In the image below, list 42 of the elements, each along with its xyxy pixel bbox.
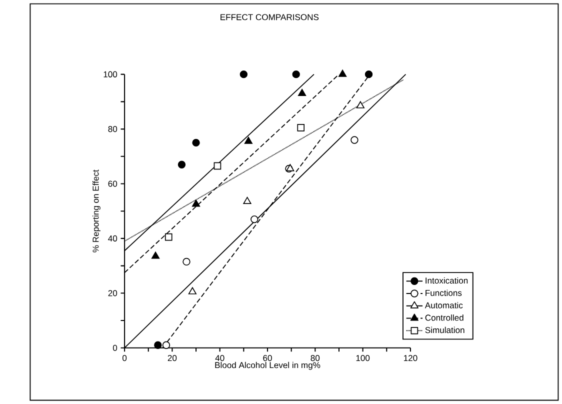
y-tick-label: 60 — [108, 180, 118, 187]
y-tick-label: 0 — [112, 344, 118, 351]
point — [214, 162, 222, 170]
y-tick-label: 80 — [108, 126, 118, 132]
point — [182, 258, 190, 266]
point — [154, 341, 162, 349]
point — [188, 287, 196, 294]
x-tick-label: 40 — [215, 354, 224, 362]
point — [162, 341, 170, 349]
x-tick-label: 80 — [310, 354, 320, 362]
point — [178, 160, 186, 168]
y-tick-label: 20 — [108, 290, 118, 296]
x-tick-label: 20 — [168, 354, 177, 362]
point — [292, 70, 300, 78]
chart-title: EFFECT COMPARISONS — [220, 14, 319, 20]
point — [192, 200, 200, 207]
point — [151, 252, 160, 259]
point — [240, 70, 248, 78]
legend-label: Controlled — [425, 314, 464, 321]
y-axis-title: % Reporting on Effect — [92, 170, 100, 252]
point — [338, 70, 347, 77]
point — [356, 101, 364, 108]
y-tick-label: 100 — [104, 71, 118, 78]
point — [244, 136, 252, 144]
x-tick-label: 60 — [263, 354, 272, 362]
x-tick-label: 0 — [122, 354, 127, 362]
legend-label: Functions — [426, 290, 462, 296]
point — [298, 88, 306, 96]
legend-label: Automatic — [424, 302, 463, 308]
x-tick-label: 100 — [356, 354, 370, 362]
point — [250, 215, 258, 224]
x-axis-title: Blood Alcohol Level in mg% — [215, 362, 320, 370]
point — [243, 196, 252, 204]
point — [297, 124, 305, 132]
x-tick-label: 120 — [404, 354, 418, 362]
point — [364, 70, 373, 78]
legend-label: Intoxication — [426, 277, 468, 284]
y-tick-label: 40 — [108, 235, 118, 242]
point — [192, 138, 200, 147]
point — [164, 233, 172, 241]
point — [350, 136, 358, 144]
legend-label: Simulation — [425, 326, 464, 334]
